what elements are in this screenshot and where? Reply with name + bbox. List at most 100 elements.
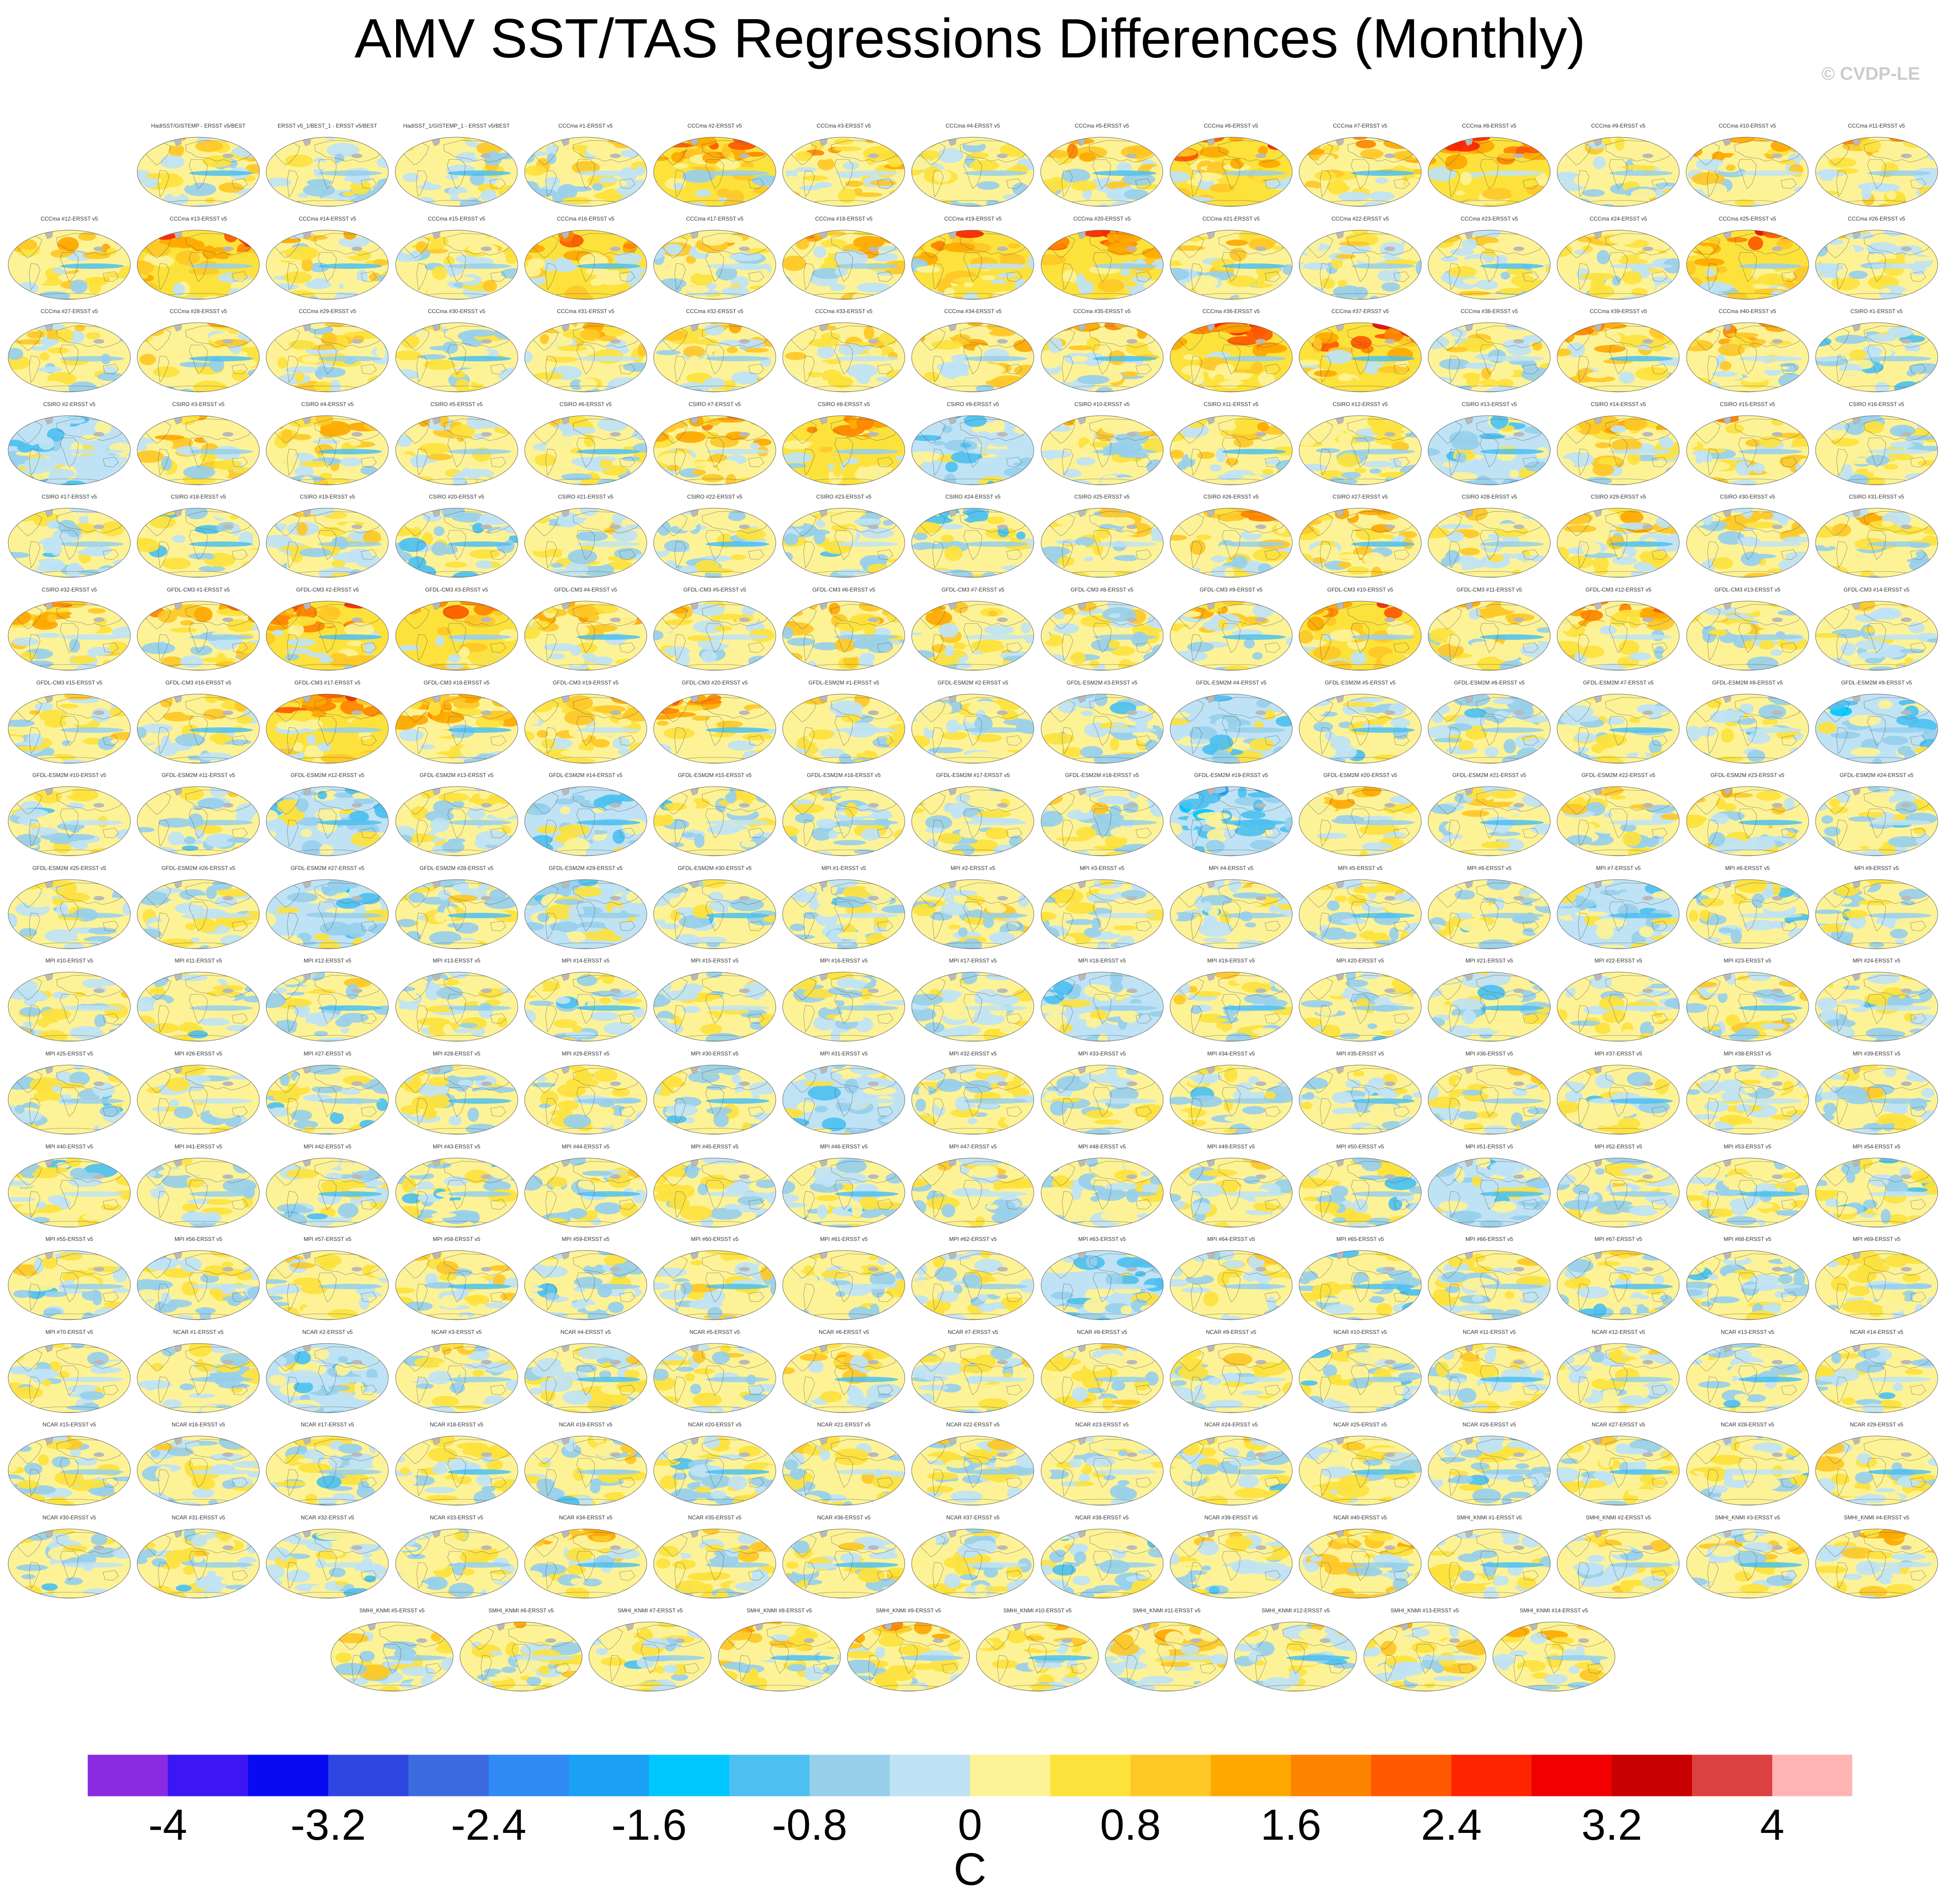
anomaly-blob	[916, 266, 941, 273]
anomaly-blob	[1792, 392, 1811, 397]
anomaly-blob	[1080, 230, 1111, 237]
south-america-outline	[287, 448, 299, 476]
anomaly-blob	[981, 275, 996, 280]
map-panel: CSIRO #5-ERSST v5	[393, 401, 521, 493]
anomaly-blob	[1842, 464, 1852, 476]
anomaly-blob	[1595, 442, 1612, 448]
anomaly-blob	[1622, 165, 1649, 170]
anomaly-blob	[431, 542, 449, 556]
anomaly-blob	[459, 647, 470, 658]
anomaly-blob	[539, 334, 549, 345]
map-panel-label: CSIRO #15-ERSST v5	[1720, 401, 1775, 407]
anomaly-blob	[524, 350, 533, 363]
map-panel-label: CCCma #18-ERSST v5	[815, 216, 873, 222]
anomaly-blob	[1611, 438, 1642, 453]
anomaly-blob	[1888, 137, 1913, 142]
map-plot	[524, 137, 647, 207]
anomaly-blob	[50, 249, 70, 258]
anomaly-blob	[195, 140, 223, 152]
africa-outline	[318, 530, 337, 561]
africa-outline	[834, 345, 853, 375]
anomaly-blob	[1302, 262, 1331, 270]
map-border	[911, 137, 1034, 207]
anomaly-blob	[8, 390, 20, 392]
map-field	[266, 415, 389, 485]
anomaly-blob	[20, 664, 33, 670]
anomaly-blob	[807, 601, 818, 610]
map-panel-label: CCCma #26-ERSST v5	[1847, 216, 1905, 222]
anomaly-blob	[1490, 415, 1509, 429]
anomaly-blob	[1831, 437, 1859, 447]
anomaly-blob	[1189, 540, 1206, 555]
anomaly-blob	[249, 467, 260, 479]
map-panel-label: CCCma #2-ERSST v5	[687, 123, 742, 129]
map-border	[137, 137, 260, 207]
himalaya-land	[1513, 525, 1525, 530]
anomaly-blob	[1745, 439, 1763, 447]
anomaly-blob	[817, 451, 848, 465]
map-field	[1686, 415, 1809, 485]
anomaly-blob	[1338, 191, 1370, 202]
map-plot	[395, 601, 518, 671]
greenland-land	[690, 509, 698, 517]
anomaly-blob	[17, 443, 33, 453]
map-plot	[1557, 137, 1680, 207]
greenland-land	[432, 509, 440, 517]
map-panel-label: CCCma #29-ERSST v5	[299, 309, 356, 315]
anomaly-blob	[1333, 285, 1362, 298]
equatorial-band	[706, 634, 769, 640]
anomaly-blob	[1506, 300, 1538, 304]
anomaly-blob	[1190, 275, 1218, 289]
anomaly-blob	[630, 601, 647, 604]
anomaly-blob	[94, 421, 112, 434]
anomaly-blob	[1580, 273, 1615, 280]
map-field	[8, 323, 130, 392]
anomaly-blob	[625, 580, 647, 583]
anomaly-blob	[1593, 156, 1606, 170]
anomaly-blob	[972, 363, 1005, 376]
anomaly-blob	[562, 329, 585, 339]
anomaly-blob	[912, 323, 938, 327]
australia-outline	[1651, 364, 1668, 375]
anomaly-blob	[230, 272, 249, 279]
map-plot	[911, 415, 1034, 485]
anomaly-blob	[1597, 250, 1610, 264]
anomaly-blob	[1776, 298, 1807, 299]
anomaly-blob	[1217, 323, 1252, 334]
anomaly-blob	[1014, 278, 1027, 290]
anomaly-blob	[1013, 415, 1029, 424]
anomaly-blob	[1339, 241, 1370, 246]
anomaly-blob	[1300, 569, 1310, 576]
map-plot	[137, 508, 260, 578]
anomaly-blob	[57, 237, 79, 252]
map-border	[266, 230, 389, 300]
map-plot	[1170, 137, 1293, 207]
australia-outline	[1781, 271, 1797, 282]
anomaly-blob	[802, 175, 829, 181]
map-border	[1428, 415, 1551, 485]
anomaly-blob	[1170, 280, 1187, 292]
himalaya-land	[738, 154, 750, 158]
anomaly-blob	[1121, 145, 1154, 159]
anomaly-blob	[272, 554, 287, 566]
anomaly-blob	[1744, 522, 1778, 529]
australia-outline	[1910, 271, 1926, 282]
himalaya-land	[1513, 432, 1525, 437]
south-america-outline	[932, 170, 944, 198]
himalaya-land	[1255, 339, 1266, 344]
anomaly-blob	[1325, 425, 1344, 436]
anomaly-blob	[1489, 554, 1504, 562]
anomaly-blob	[1187, 449, 1198, 460]
africa-outline	[1609, 159, 1628, 189]
anomaly-blob	[312, 439, 341, 444]
map-field	[1041, 508, 1163, 578]
anomaly-blob	[305, 280, 332, 289]
anomaly-blob	[112, 626, 130, 638]
map-border	[1299, 415, 1422, 485]
anomaly-blob	[1180, 257, 1198, 266]
equatorial-band	[1351, 448, 1415, 454]
greenland-land	[45, 324, 53, 332]
anomaly-blob	[1781, 536, 1809, 543]
anomaly-blob	[1910, 291, 1933, 299]
anomaly-blob	[347, 641, 364, 647]
